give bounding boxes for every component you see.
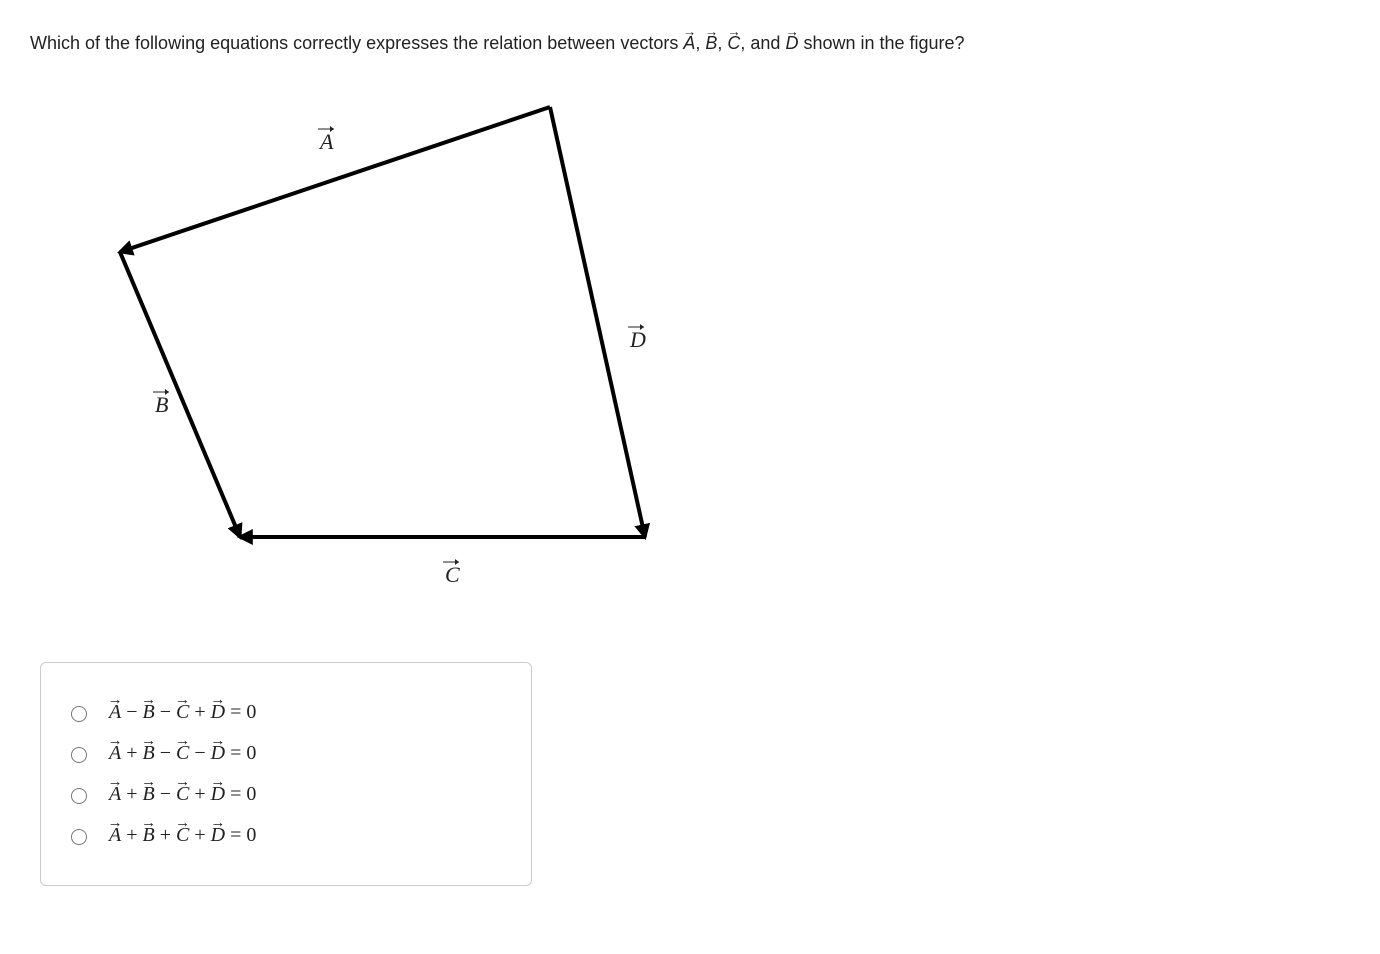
arrow-icon: → [785, 22, 799, 42]
vector-B-question: B→ [705, 30, 717, 57]
option-3-expr: A→ + B→ − C→ + D→ = 0 [109, 783, 256, 806]
option-2-expr: A→ + B→ − C→ − D→ = 0 [109, 742, 256, 765]
option-1-radio[interactable] [71, 706, 87, 722]
svg-text:C: C [445, 562, 460, 587]
option-2-radio[interactable] [71, 747, 87, 763]
arrow-icon: → [683, 22, 697, 42]
options-box: A→ − B→ − C→ + D→ = 0 A→ + B→ − C→ − D→ … [40, 662, 532, 886]
option-4-radio[interactable] [71, 829, 87, 845]
question-text: Which of the following equations correct… [30, 30, 1350, 57]
option-3[interactable]: A→ + B→ − C→ + D→ = 0 [66, 783, 506, 806]
vector-C-question: C→ [727, 30, 740, 57]
option-4-expr: A→ + B→ + C→ + D→ = 0 [109, 824, 256, 847]
arrow-icon: → [727, 22, 741, 42]
vector-diagram-svg: A B C D [70, 87, 710, 617]
svg-text:D: D [629, 327, 646, 352]
option-1[interactable]: A→ − B→ − C→ + D→ = 0 [66, 701, 506, 724]
option-4[interactable]: A→ + B→ + C→ + D→ = 0 [66, 824, 506, 847]
question-prefix: Which of the following equations correct… [30, 33, 683, 53]
option-1-expr: A→ − B→ − C→ + D→ = 0 [109, 701, 256, 724]
vector-figure: A B C D [70, 87, 1350, 622]
svg-text:A: A [318, 129, 334, 154]
vector-D-question: D→ [785, 30, 798, 57]
vector-A-question: A→ [683, 30, 695, 57]
option-3-radio[interactable] [71, 788, 87, 804]
svg-text:B: B [155, 392, 168, 417]
arrow-icon: → [705, 22, 719, 42]
option-2[interactable]: A→ + B→ − C→ − D→ = 0 [66, 742, 506, 765]
